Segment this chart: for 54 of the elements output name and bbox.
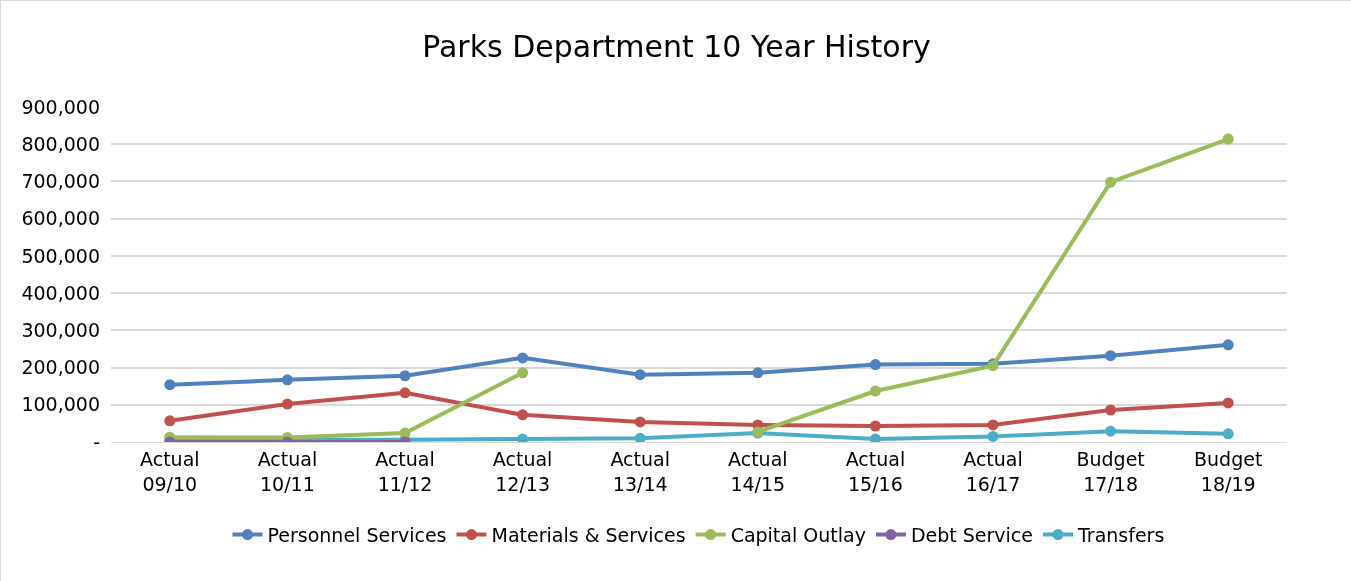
point bbox=[1105, 350, 1117, 362]
point bbox=[634, 432, 646, 442]
point bbox=[399, 370, 411, 382]
point bbox=[869, 385, 881, 397]
y-tick-label: 100,000 bbox=[21, 393, 100, 416]
y-tick-label: 300,000 bbox=[21, 318, 100, 341]
y-tick-label: 800,000 bbox=[21, 132, 100, 155]
x-tick-label: Actual 16/17 bbox=[963, 447, 1023, 495]
y-tick-label: - bbox=[93, 430, 100, 453]
legend-label: Transfers bbox=[1077, 523, 1165, 546]
point bbox=[517, 409, 529, 421]
x-tick-label: Actual 11/12 bbox=[375, 447, 435, 495]
point bbox=[1222, 133, 1234, 145]
point bbox=[869, 433, 881, 442]
legend-label: Debt Service bbox=[910, 523, 1033, 546]
legend-label: Materials & Services bbox=[491, 523, 686, 546]
y-tick-label: 600,000 bbox=[21, 207, 100, 230]
y-tick-label: 400,000 bbox=[21, 281, 100, 304]
point bbox=[1222, 397, 1234, 409]
point bbox=[1105, 176, 1117, 188]
point bbox=[517, 352, 529, 364]
point bbox=[517, 367, 529, 379]
x-tick-label: Actual 13/14 bbox=[610, 447, 670, 495]
point bbox=[399, 387, 411, 399]
x-tick-label: Budget 18/19 bbox=[1194, 447, 1263, 495]
y-tick-label: 700,000 bbox=[21, 170, 100, 193]
x-tick-label: Actual 14/15 bbox=[728, 447, 788, 495]
y-tick-label: 900,000 bbox=[21, 95, 100, 118]
point bbox=[164, 379, 176, 391]
point bbox=[987, 419, 999, 431]
point bbox=[869, 420, 881, 432]
point bbox=[281, 398, 293, 410]
point bbox=[1222, 339, 1234, 351]
point bbox=[869, 359, 881, 371]
x-tick-label: Actual 09/10 bbox=[140, 447, 200, 495]
x-tick-label: Budget 17/18 bbox=[1076, 447, 1145, 495]
x-tick-label: Actual 12/13 bbox=[492, 447, 553, 495]
x-tick-label: Actual 10/11 bbox=[257, 447, 318, 495]
y-tick-label: 500,000 bbox=[21, 244, 100, 267]
point bbox=[987, 430, 999, 442]
point bbox=[164, 415, 176, 427]
legend-label: Personnel Services bbox=[267, 523, 447, 546]
point bbox=[752, 367, 764, 379]
x-tick-label: Actual 15/16 bbox=[845, 447, 906, 495]
point bbox=[634, 416, 646, 428]
point bbox=[517, 433, 529, 442]
y-tick-label: 200,000 bbox=[21, 356, 100, 379]
legend-label: Capital Outlay bbox=[730, 523, 866, 546]
point bbox=[1105, 425, 1117, 437]
point bbox=[281, 374, 293, 386]
point bbox=[1105, 404, 1117, 416]
point bbox=[1222, 428, 1234, 440]
chart-title: Parks Department 10 Year History bbox=[422, 28, 931, 64]
point bbox=[634, 369, 646, 381]
